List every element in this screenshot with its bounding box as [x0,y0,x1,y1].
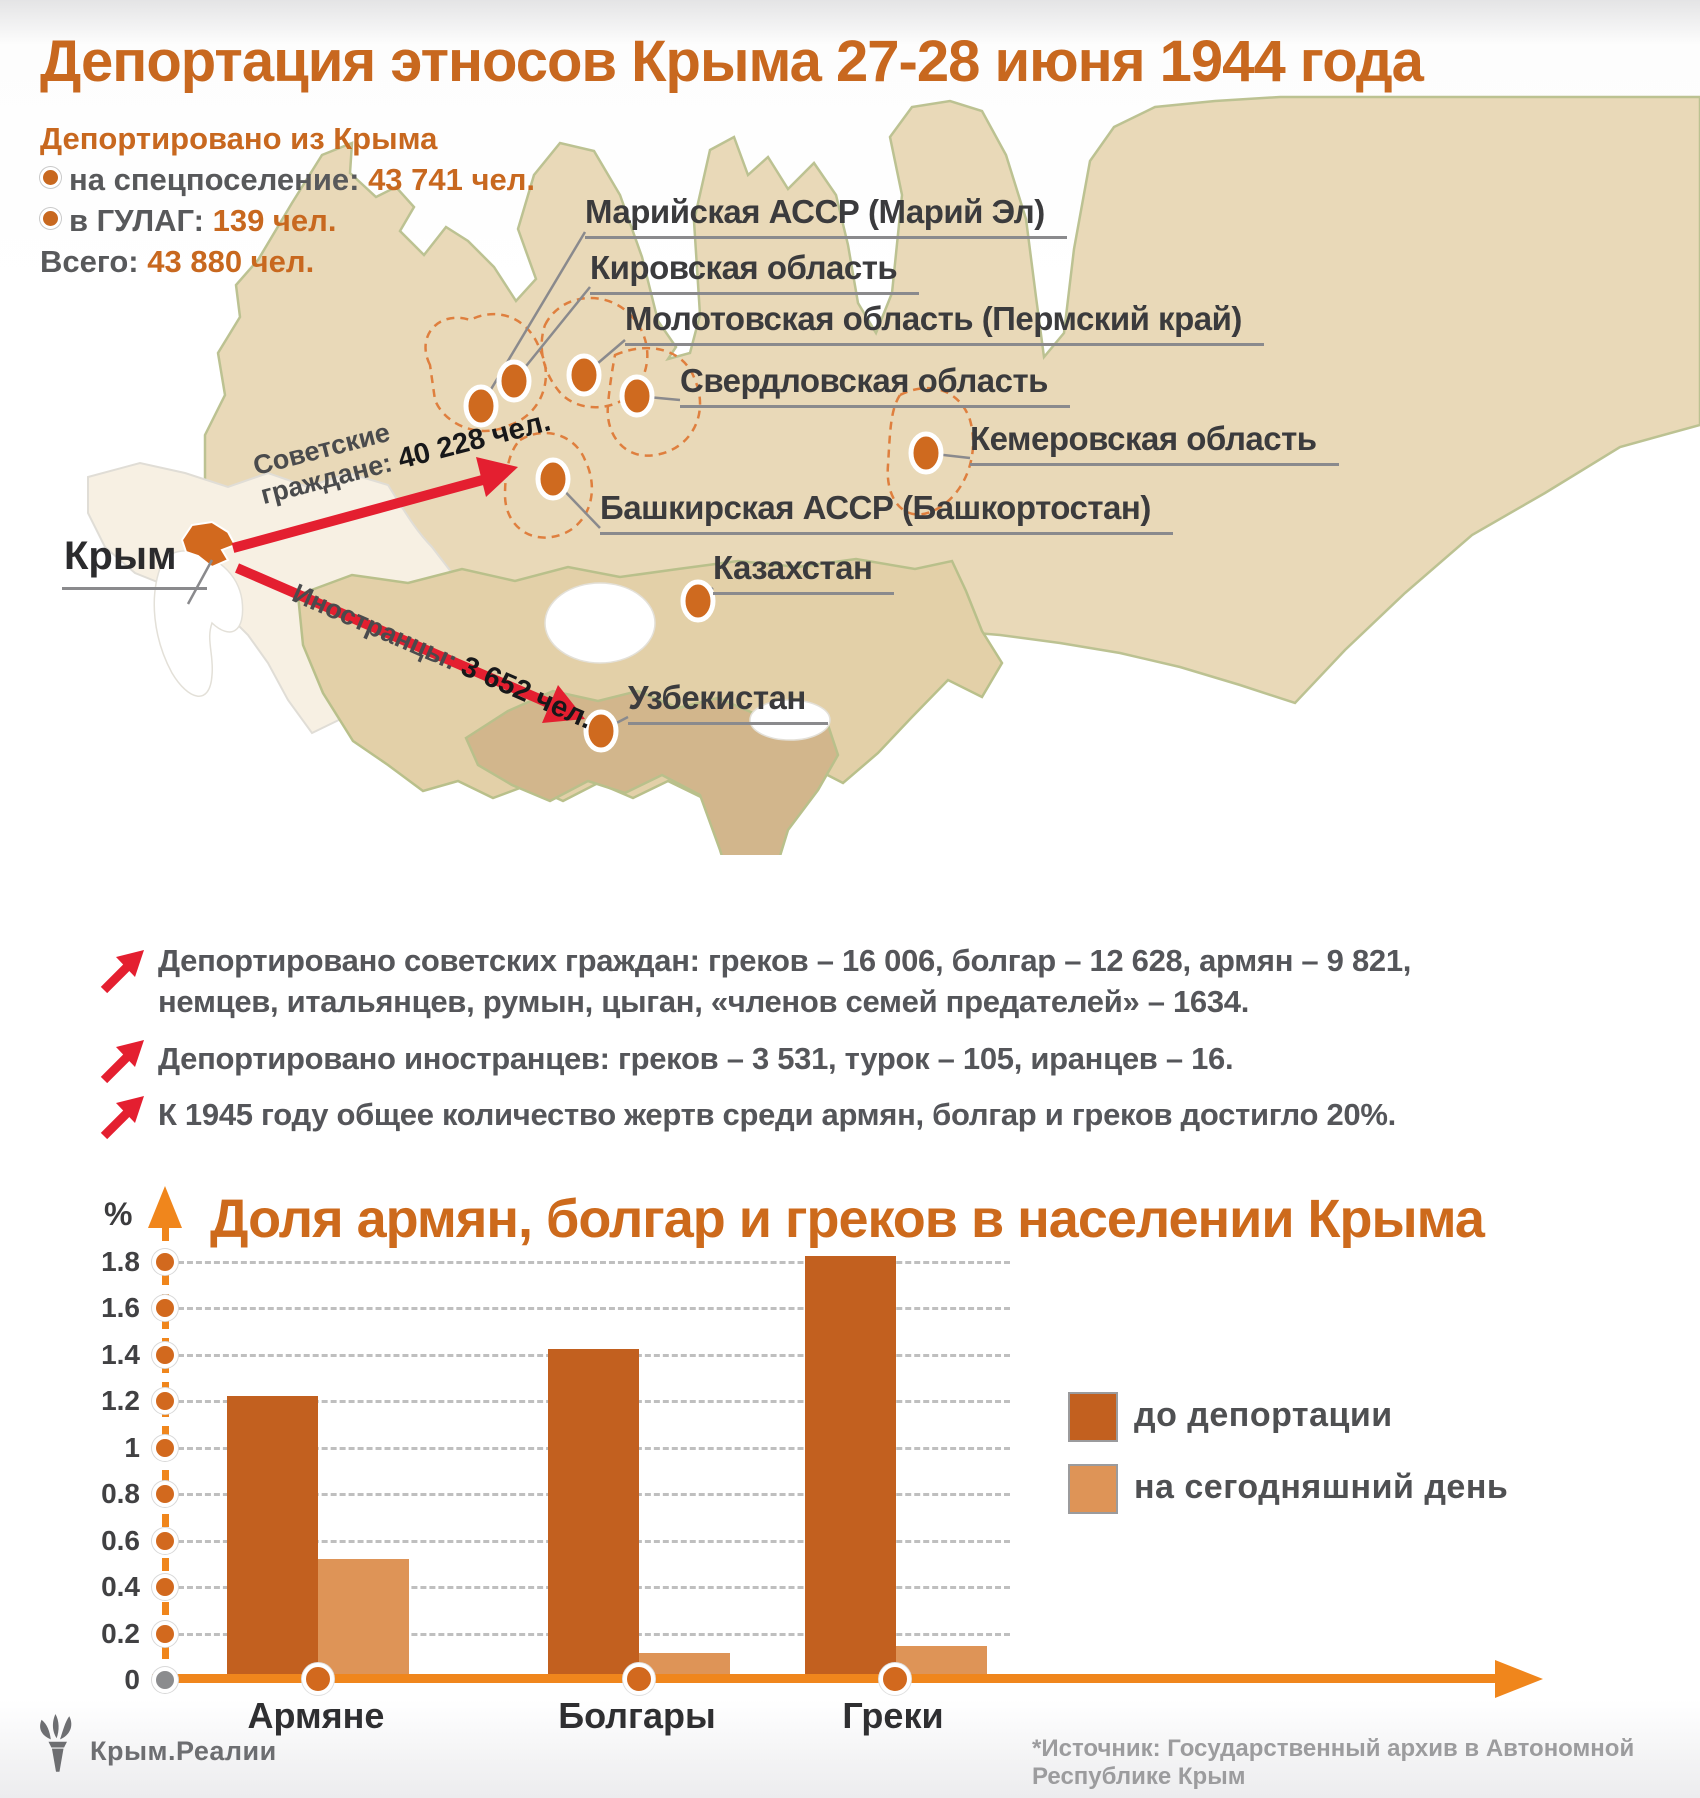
marker-kemerovskaya [908,431,944,475]
category-label-armyane: Армяне [247,1695,385,1736]
category-dot-armyane [302,1663,334,1695]
y-tick-label: 1.6 [101,1292,140,1323]
legend-label-before: до депортации [1134,1396,1393,1434]
category-label-bolgary: Болгары [558,1695,716,1736]
y-tick-dot [152,1528,178,1554]
bars-layer [0,1256,1700,1676]
y-tick-label: 1.4 [101,1339,140,1370]
category-dot-bolgary [623,1663,655,1695]
x-axis [152,1674,1497,1683]
map-label-uzbekistan: Узбекистан [628,679,828,725]
marker-uzbekistan [583,709,619,753]
y-axis-unit-label: % [104,1196,133,1232]
bullet-soviet-citizens: Депортировано советских граждан: греков … [158,943,1412,1019]
bullet-victims-1945: К 1945 году общее количество жертв среди… [158,1097,1396,1132]
y-tick-label: 0.2 [101,1618,140,1649]
crimea-shape [180,520,237,569]
y-tick-label: 0.4 [101,1571,140,1602]
y-tick-label: 0.8 [101,1478,140,1509]
marker-bashkirskaya [535,457,571,501]
ussr-map [87,95,1700,855]
y-tick-label: 1.2 [101,1385,140,1416]
lake-balkhash [749,699,831,741]
category-dot-greki [879,1663,911,1695]
bar-bolgary-before [548,1349,639,1676]
stats-line-total: Всего: 43 880 чел. [40,244,315,279]
y-tick-label: 0 [124,1664,140,1695]
aral-sea [544,582,656,664]
bullet-arrow-icon [100,1096,144,1140]
map-label-kazakhstan: Казахстан [713,549,895,595]
legend-swatch-before [1068,1392,1118,1442]
map-region-uzbekistan [464,689,840,855]
y-tick-dot-zero [152,1667,178,1693]
legend-swatch-today [1068,1464,1118,1514]
x-axis-arrowhead [1495,1660,1543,1698]
bullet-foreigners: Депортировано иностранцев: греков – 3 53… [158,1041,1234,1076]
stats-heading: Депортировано из Крыма [40,121,438,156]
y-tick-dot [152,1481,178,1507]
bullet-dot-icon [40,208,61,229]
map-label-molotovskaya: Молотовская область (Пермский край) [625,300,1264,346]
y-axis-arrowhead [148,1186,182,1228]
bar-greki-before [805,1256,896,1676]
y-tick-dot [152,1295,178,1321]
marker-kirovskaya [496,359,532,403]
bullet-arrow-icon [100,950,144,994]
bar-bolgary-today [639,1653,730,1676]
marker-sverdlovskaya [619,374,655,418]
y-tick-label: 0.6 [101,1525,140,1556]
y-tick-dot [152,1249,178,1275]
stats-line-gulag: в ГУЛАГ: 139 чел. [40,200,535,241]
y-tick-dot [152,1342,178,1368]
rfe-torch-icon [40,1714,72,1772]
deportation-arrows [231,457,585,723]
map-label-sverdlovskaya: Свердловская область [680,362,1070,408]
destination-markers [463,353,944,753]
source-note: *Источник: Государственный архив в Автон… [1032,1735,1635,1790]
gridline [178,1307,1010,1310]
y-tick-label: 1.8 [101,1246,140,1277]
bar-armyane-before [227,1396,318,1676]
crimea-label: Крым [62,534,207,590]
bullet-dot-icon [40,167,61,188]
map-label-kemerovskaya: Кемеровская область [970,420,1339,466]
bar-armyane-today [318,1559,409,1676]
map-label-kirovskaya: Кировская область [590,249,920,295]
page-title: Депортация этносов Крыма 27-28 июня 1944… [40,29,1424,94]
bullet-arrow-icon [100,1040,144,1084]
y-tick-dot [152,1435,178,1461]
y-tick-dot [152,1388,178,1414]
chart-title: Доля армян, болгар и греков в населении … [210,1189,1485,1249]
map-label-bashkirskaya: Башкирская АССР (Башкортостан) [600,489,1173,535]
marker-mariyskaya [463,384,499,428]
stats-line-spetsposelenie: на спецпоселение: 43 741 чел. [40,159,535,200]
y-tick-label: 1 [124,1432,140,1463]
y-tick-dot [152,1621,178,1647]
legend-label-today: на сегодняшний день [1134,1468,1509,1506]
marker-kazakhstan [680,579,716,623]
stats-block: Депортировано из Крыма на спецпоселение:… [40,118,535,282]
logo-text: Крым.Реалии [90,1736,277,1766]
gridline [178,1261,1010,1264]
category-label-greki: Греки [842,1695,944,1736]
y-tick-dot [152,1574,178,1600]
map-label-mariyskaya: Марийская АССР (Марий Эл) [585,193,1067,239]
bar-greki-today [896,1646,987,1676]
marker-molotovskaya [566,353,602,397]
